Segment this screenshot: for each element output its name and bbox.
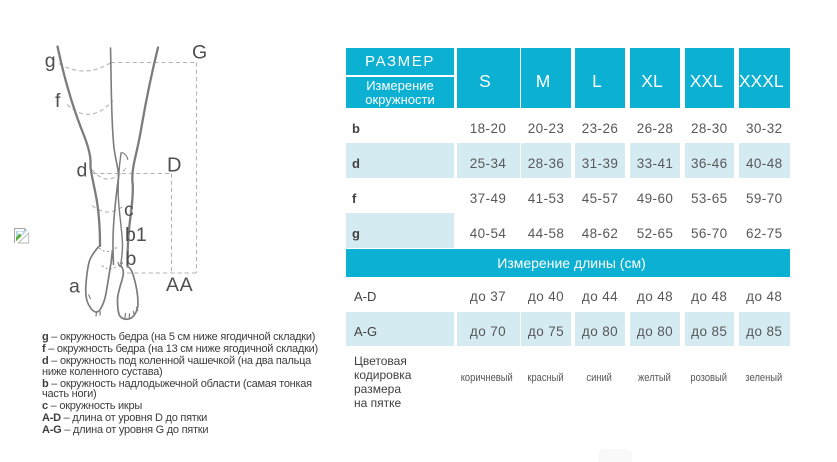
svg-text:AA: AA xyxy=(166,274,193,296)
svg-text:f: f xyxy=(55,90,61,112)
svg-text:b1: b1 xyxy=(125,224,147,246)
svg-text:c: c xyxy=(124,199,134,221)
svg-text:D: D xyxy=(167,155,181,177)
svg-text:b: b xyxy=(126,248,137,270)
svg-text:a: a xyxy=(69,276,80,298)
svg-text:G: G xyxy=(192,41,207,63)
svg-text:d: d xyxy=(77,159,88,181)
svg-text:g: g xyxy=(45,50,56,72)
